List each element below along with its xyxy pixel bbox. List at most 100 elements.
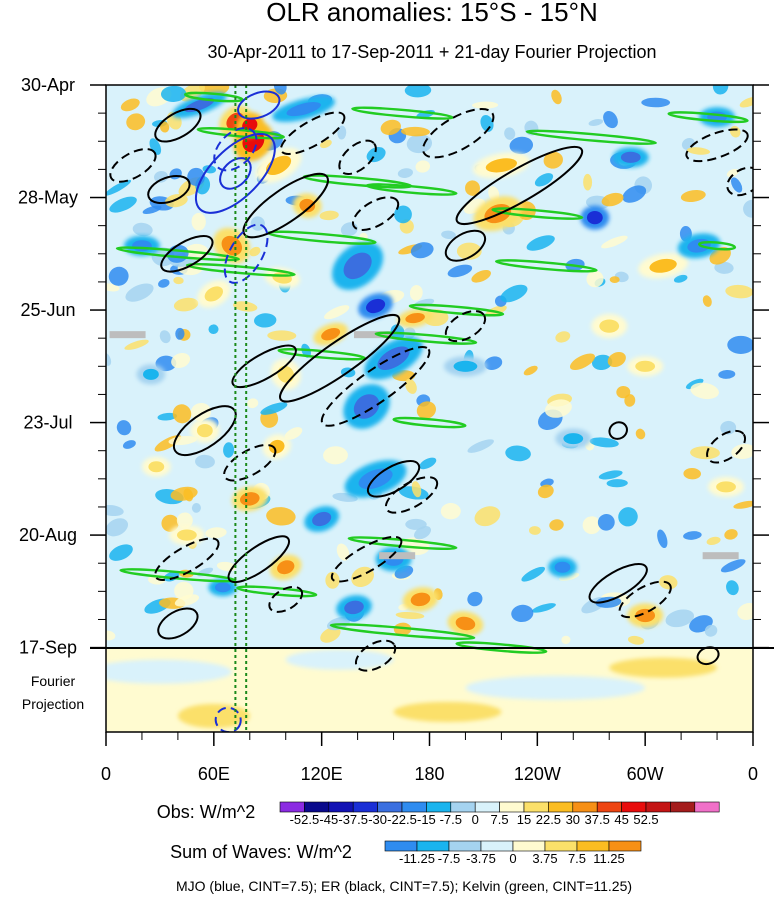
- anomaly-texture-cell: [120, 98, 140, 112]
- colorbar-level-label: 45: [614, 812, 628, 827]
- anomaly-texture-cell: [690, 446, 720, 460]
- anomaly-blob-core: [485, 158, 518, 173]
- anomaly-texture-cell: [531, 603, 556, 613]
- colorbar-swatch: [523, 801, 549, 813]
- anomaly-texture-cell: [125, 283, 154, 302]
- anomaly-texture-cell: [725, 284, 753, 299]
- anomaly-texture-cell: [724, 529, 738, 540]
- colorbar-swatch: [279, 801, 305, 813]
- anomaly-blob: [292, 193, 322, 218]
- mjo-contour: [194, 132, 276, 214]
- anomaly-blob: [591, 314, 628, 339]
- anomaly-texture-cell: [174, 594, 200, 607]
- colorbar-level-label: -15: [417, 812, 436, 827]
- x-tick-label: 0: [748, 764, 758, 784]
- anomaly-texture-cell: [273, 85, 287, 95]
- y-tick-label: 28-May: [18, 188, 78, 208]
- colorbar-level-label: 22.5: [536, 812, 561, 827]
- anomaly-blob: [262, 434, 291, 460]
- colorbar-swatch: [450, 801, 476, 813]
- kelvin-contour: [351, 106, 454, 120]
- mjo-contour: [237, 90, 281, 120]
- plot-area: [106, 85, 753, 732]
- er-contour: [172, 405, 237, 457]
- chart-title: OLR anomalies: 15°S - 15°N: [266, 0, 598, 27]
- anomaly-blob: [272, 96, 336, 122]
- waves-colorbar: -11.25 -7.5 -3.75 0 3.75 7.5 11.25: [384, 840, 642, 866]
- projection-label-line-2: Projection: [22, 696, 84, 712]
- anomaly-texture-cell: [447, 264, 473, 278]
- missing-data-mark: [379, 552, 416, 560]
- anomaly-texture-cell: [601, 192, 624, 207]
- anomaly-blob-core: [268, 439, 285, 454]
- y-tick-label: 17-Sep: [19, 638, 77, 658]
- anomaly-texture-cell: [706, 536, 721, 545]
- anomaly-blob: [397, 308, 433, 328]
- anomaly-blob-core: [321, 327, 341, 341]
- kelvin-contour: [374, 331, 478, 345]
- anomaly-texture-cell: [132, 222, 153, 237]
- anomaly-texture-cell: [474, 506, 501, 527]
- anomaly-blob-core: [635, 360, 656, 372]
- projection-blob: [609, 657, 718, 678]
- anomaly-texture-cell: [170, 486, 198, 501]
- er-contour: [330, 535, 403, 583]
- missing-data-mark: [353, 331, 390, 339]
- colorbar-level-label: 37.5: [585, 812, 610, 827]
- anomaly-blob: [548, 557, 577, 578]
- anomaly-texture-cell: [465, 180, 480, 196]
- anomaly-texture-cell: [366, 147, 386, 163]
- anomaly-texture-cell: [406, 134, 433, 154]
- kelvin-contour: [347, 536, 458, 551]
- anomaly-texture-cell: [395, 611, 425, 620]
- anomaly-texture-cell: [731, 443, 753, 460]
- anomaly-texture-cell: [142, 205, 162, 214]
- colorbar-swatch: [694, 801, 720, 813]
- anomaly-texture-cell: [657, 529, 668, 549]
- anomaly-blob-core: [204, 286, 224, 302]
- er-contour: [608, 421, 628, 440]
- anomaly-texture-cell: [727, 335, 753, 354]
- anomaly-texture-cell: [106, 630, 116, 641]
- colorbar-level-label: 52.5: [633, 812, 658, 827]
- anomaly-blob: [304, 506, 340, 532]
- anomaly-texture-cell: [208, 324, 219, 334]
- anomaly-texture-cell: [205, 527, 227, 539]
- anomaly-texture-cell: [267, 330, 297, 341]
- er-contour: [351, 196, 400, 231]
- er-contours: [109, 107, 753, 672]
- missing-data-marks: [109, 331, 739, 560]
- colorbar-level-label: -22.5: [387, 812, 417, 827]
- kelvin-contour: [697, 240, 737, 251]
- anomaly-texture-cell: [624, 394, 636, 407]
- anomaly-texture-cell: [319, 210, 339, 221]
- anomaly-texture-cell: [720, 420, 737, 435]
- colorbar-swatch: [544, 840, 578, 852]
- anomaly-texture-cell: [733, 500, 753, 509]
- anomaly-texture-cell: [109, 196, 137, 213]
- er-contour: [455, 145, 584, 226]
- mjo-contour: [219, 157, 252, 190]
- anomaly-blob: [190, 418, 220, 443]
- colorbar-swatch: [384, 840, 418, 852]
- kelvin-contour: [491, 207, 584, 220]
- anomaly-blob: [555, 428, 592, 449]
- colorbar-level-label: 3.75: [532, 851, 557, 866]
- anomaly-blob-core: [299, 198, 316, 213]
- anomaly-texture-cell: [157, 412, 178, 421]
- anomaly-texture-cell: [726, 168, 739, 178]
- colorbar-swatch: [548, 801, 574, 813]
- y-axis: 30-Apr 28-May 25-Jun 23-Jul 20-Aug 17-Sep: [18, 75, 769, 658]
- x-tick-label: 0: [101, 764, 111, 784]
- anomaly-texture-cell: [739, 96, 753, 108]
- anomaly-blob: [208, 578, 238, 597]
- anomaly-texture-cell: [233, 301, 258, 312]
- anomaly-blob-core: [214, 582, 231, 593]
- anomaly-blob-core: [353, 394, 380, 419]
- er-contour: [279, 313, 401, 403]
- kelvin-contour: [494, 259, 598, 273]
- colorbar-level-label: 7.5: [568, 851, 586, 866]
- anomaly-blob-core: [239, 492, 260, 506]
- anomaly-blob: [231, 486, 268, 512]
